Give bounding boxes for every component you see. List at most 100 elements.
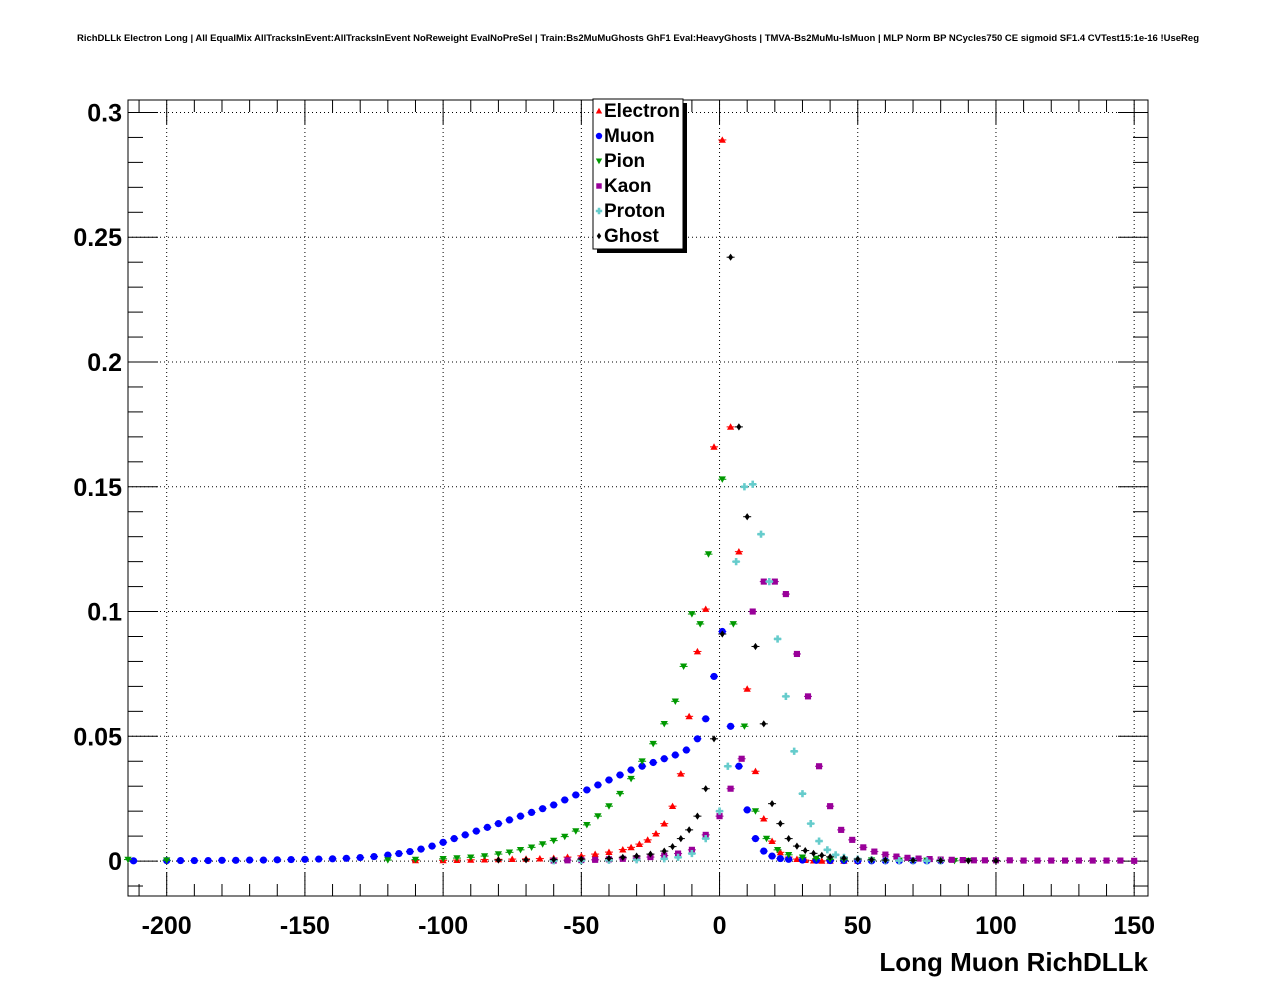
- data-point: [204, 856, 212, 865]
- series-muon: [129, 627, 945, 865]
- data-point: [411, 856, 420, 864]
- data-point: [638, 762, 646, 770]
- data-point: [661, 847, 667, 855]
- data-point: [660, 820, 668, 827]
- data-point: [218, 856, 226, 864]
- data-point: [882, 856, 888, 864]
- data-point: [841, 854, 847, 862]
- legend-label: Ghost: [604, 226, 660, 247]
- data-point: [439, 838, 447, 846]
- data-point: [871, 848, 878, 855]
- data-point: [417, 845, 425, 853]
- data-point: [635, 840, 643, 847]
- data-point: [711, 735, 717, 743]
- data-point: [704, 551, 713, 558]
- data-point: [467, 854, 475, 861]
- data-point: [923, 857, 931, 865]
- legend-marker: [595, 207, 603, 215]
- data-point: [749, 608, 756, 615]
- data-point: [644, 836, 652, 843]
- data-point: [450, 835, 458, 843]
- data-point: [616, 771, 624, 779]
- x-tick-label: -50: [563, 912, 599, 940]
- data-point: [494, 820, 503, 828]
- data-point: [926, 856, 933, 863]
- data-point: [605, 803, 613, 810]
- data-point: [819, 851, 825, 859]
- data-point: [633, 856, 641, 864]
- data-point: [718, 476, 726, 483]
- data-point: [740, 723, 749, 730]
- data-point: [605, 776, 613, 784]
- data-point: [660, 755, 668, 763]
- data-point: [915, 855, 922, 862]
- data-point: [732, 558, 740, 566]
- data-point: [818, 857, 826, 864]
- data-point: [384, 857, 392, 864]
- data-point: [981, 857, 988, 864]
- data-point: [494, 851, 503, 858]
- data-point: [860, 844, 867, 851]
- data-point: [406, 847, 414, 856]
- data-point: [561, 796, 569, 804]
- data-point: [1006, 857, 1013, 864]
- data-point: [804, 693, 812, 700]
- data-point: [550, 837, 558, 845]
- data-point: [959, 857, 966, 864]
- data-point: [428, 842, 436, 850]
- data-point: [773, 846, 782, 854]
- data-point: [688, 611, 696, 618]
- data-point: [710, 672, 718, 681]
- data-point: [693, 735, 702, 743]
- data-point: [1062, 857, 1069, 864]
- data-point: [675, 850, 682, 857]
- data-point: [508, 855, 516, 862]
- x-tick-label: 0: [713, 912, 727, 940]
- x-tick-label: -200: [142, 912, 192, 940]
- data-point: [677, 770, 685, 777]
- data-point: [124, 856, 132, 864]
- data-point: [564, 857, 571, 864]
- data-point: [578, 855, 584, 863]
- data-point: [719, 630, 725, 638]
- data-point: [757, 530, 765, 538]
- data-point: [703, 785, 709, 793]
- data-point: [190, 856, 198, 865]
- data-point: [671, 698, 679, 705]
- data-point: [550, 801, 558, 809]
- data-point: [594, 781, 602, 789]
- data-point: [176, 856, 185, 865]
- data-point: [505, 849, 514, 856]
- data-point: [882, 851, 889, 858]
- y-tick-label: 0.05: [73, 723, 122, 751]
- data-point: [751, 767, 760, 775]
- axes: -200 -150 -100 -50 0 50 100 150 0 0.05 0.1 0.15 0.2 0…: [73, 99, 1155, 940]
- data-point: [523, 856, 529, 864]
- data-point: [727, 722, 735, 730]
- data-point: [619, 845, 627, 853]
- data-point: [869, 856, 875, 864]
- grid-lines: [128, 100, 1148, 896]
- data-point: [948, 856, 955, 863]
- series-ghost: [494, 253, 1000, 865]
- data-point: [760, 578, 767, 585]
- data-point: [370, 852, 378, 861]
- data-point: [1048, 857, 1055, 864]
- data-point: [752, 642, 758, 651]
- data-point: [1089, 857, 1096, 864]
- data-point: [652, 830, 660, 837]
- data-point: [762, 835, 771, 843]
- data-point: [794, 842, 800, 850]
- data-point: [539, 805, 547, 813]
- data-point: [702, 835, 710, 843]
- data-point: [749, 480, 757, 488]
- data-point: [561, 833, 569, 841]
- data-point: [616, 790, 624, 798]
- legend-marker: [596, 183, 602, 189]
- data-point: [965, 857, 971, 865]
- data-point: [129, 857, 138, 865]
- data-point: [786, 835, 792, 843]
- data-point: [1020, 857, 1027, 864]
- data-point: [627, 766, 635, 774]
- data-point: [356, 853, 364, 862]
